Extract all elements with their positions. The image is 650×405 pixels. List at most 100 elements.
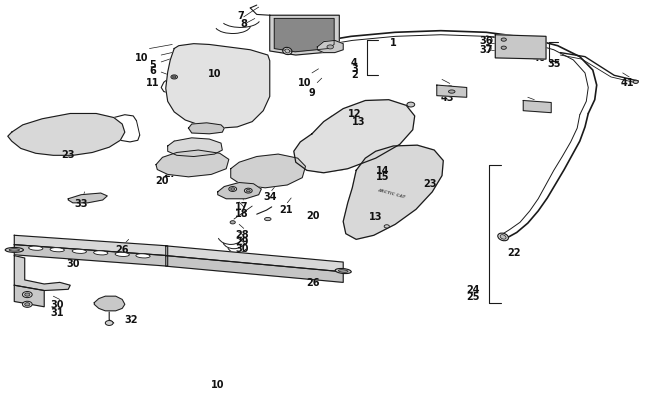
Ellipse shape xyxy=(246,190,250,192)
Ellipse shape xyxy=(265,218,271,221)
Text: 29: 29 xyxy=(235,237,248,247)
Text: 10: 10 xyxy=(298,78,311,87)
Ellipse shape xyxy=(136,254,150,258)
Polygon shape xyxy=(14,256,70,291)
Text: 11: 11 xyxy=(146,78,159,87)
Ellipse shape xyxy=(448,91,455,94)
Ellipse shape xyxy=(335,269,351,274)
Text: 4: 4 xyxy=(351,58,358,68)
Text: 28: 28 xyxy=(235,230,248,240)
Text: 22: 22 xyxy=(507,247,520,257)
Ellipse shape xyxy=(115,253,129,257)
Text: 14: 14 xyxy=(376,165,389,175)
Ellipse shape xyxy=(230,221,235,224)
Polygon shape xyxy=(317,41,343,53)
Ellipse shape xyxy=(633,81,638,84)
Text: 13: 13 xyxy=(352,117,365,126)
Ellipse shape xyxy=(244,189,252,194)
Text: 30: 30 xyxy=(51,300,64,309)
Text: 32: 32 xyxy=(125,314,138,324)
Polygon shape xyxy=(156,151,229,177)
Text: 17: 17 xyxy=(235,202,248,211)
Text: 23: 23 xyxy=(62,150,75,160)
Polygon shape xyxy=(523,101,551,113)
Text: 13: 13 xyxy=(369,212,382,222)
Ellipse shape xyxy=(50,248,64,252)
Text: 20: 20 xyxy=(307,211,320,220)
Ellipse shape xyxy=(72,249,86,254)
Text: 21: 21 xyxy=(280,205,292,215)
Text: 30: 30 xyxy=(66,258,79,268)
Ellipse shape xyxy=(231,188,235,191)
Text: 40: 40 xyxy=(533,53,546,62)
Text: 9: 9 xyxy=(309,87,315,97)
Ellipse shape xyxy=(501,39,506,42)
Ellipse shape xyxy=(5,248,23,253)
Text: 38: 38 xyxy=(533,36,546,46)
Polygon shape xyxy=(166,246,343,272)
Text: 26: 26 xyxy=(307,278,320,288)
Polygon shape xyxy=(8,114,125,156)
Ellipse shape xyxy=(498,234,508,241)
Polygon shape xyxy=(14,286,44,307)
Ellipse shape xyxy=(339,270,348,273)
Polygon shape xyxy=(343,146,443,240)
Ellipse shape xyxy=(229,187,237,192)
Polygon shape xyxy=(437,86,467,98)
Text: 37: 37 xyxy=(480,45,493,54)
Text: 6: 6 xyxy=(150,66,156,76)
Ellipse shape xyxy=(173,77,176,79)
Text: 19: 19 xyxy=(171,158,184,168)
Polygon shape xyxy=(274,19,334,53)
Text: 5: 5 xyxy=(150,60,156,70)
Text: 7: 7 xyxy=(237,11,244,21)
Ellipse shape xyxy=(501,47,506,50)
Text: 3: 3 xyxy=(351,64,358,74)
Ellipse shape xyxy=(9,249,20,252)
Text: 34: 34 xyxy=(263,192,276,201)
Text: 39: 39 xyxy=(533,45,546,54)
Text: 20: 20 xyxy=(156,175,169,185)
Ellipse shape xyxy=(29,247,43,251)
Polygon shape xyxy=(14,236,168,256)
Ellipse shape xyxy=(285,50,290,54)
Polygon shape xyxy=(270,16,339,56)
Polygon shape xyxy=(14,245,168,266)
Polygon shape xyxy=(231,155,306,188)
Text: 10: 10 xyxy=(135,53,148,63)
Text: 8: 8 xyxy=(240,19,247,28)
Ellipse shape xyxy=(105,321,113,326)
Ellipse shape xyxy=(500,235,506,240)
Text: 18: 18 xyxy=(235,209,248,219)
Ellipse shape xyxy=(384,225,389,228)
Text: ARCTIC CAT: ARCTIC CAT xyxy=(377,188,406,199)
Text: 10: 10 xyxy=(211,379,224,389)
Ellipse shape xyxy=(407,103,415,108)
Polygon shape xyxy=(166,256,343,283)
Text: 30: 30 xyxy=(235,244,248,254)
Text: 23: 23 xyxy=(424,178,437,188)
Polygon shape xyxy=(495,36,546,60)
Text: 31: 31 xyxy=(51,308,64,318)
Text: 42: 42 xyxy=(441,85,454,95)
Ellipse shape xyxy=(25,293,30,296)
Text: 41: 41 xyxy=(621,78,634,88)
Text: 25: 25 xyxy=(467,292,480,301)
Text: 26: 26 xyxy=(116,244,129,254)
Text: 12: 12 xyxy=(348,109,361,119)
Text: 33: 33 xyxy=(75,198,88,208)
Text: 15: 15 xyxy=(376,171,389,181)
Polygon shape xyxy=(294,100,415,173)
Polygon shape xyxy=(188,124,224,134)
Ellipse shape xyxy=(283,48,292,55)
Text: 1: 1 xyxy=(390,38,396,47)
Ellipse shape xyxy=(94,251,108,255)
Text: 24: 24 xyxy=(467,285,480,294)
Ellipse shape xyxy=(171,76,177,80)
Text: 16: 16 xyxy=(276,175,289,185)
Polygon shape xyxy=(218,183,261,199)
Text: 10: 10 xyxy=(208,69,221,79)
Polygon shape xyxy=(168,139,222,157)
Text: 2: 2 xyxy=(351,70,358,80)
Text: 42: 42 xyxy=(525,101,538,111)
